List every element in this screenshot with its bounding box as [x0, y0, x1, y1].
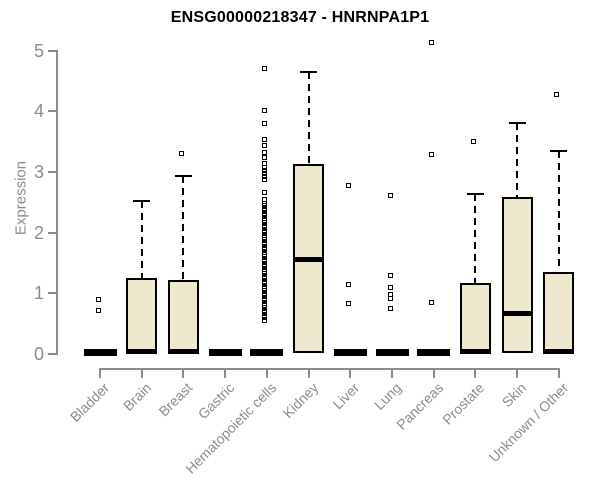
outlier-lung [387, 295, 393, 301]
x-tick-hematopoietic-cells [265, 369, 268, 378]
flat-box-liver [333, 349, 367, 357]
x-label-brain: Brain [119, 379, 155, 414]
whisker-skin [516, 123, 519, 198]
median-breast [167, 349, 199, 355]
outlier-hematopoietic-cells [262, 176, 268, 182]
median-prostate [459, 349, 491, 355]
x-label-bladder: Bladder [66, 379, 113, 425]
whisker-kidney [307, 71, 310, 165]
x-label-breast: Breast [155, 379, 196, 420]
median-kidney [293, 257, 325, 263]
y-tick [48, 171, 56, 174]
whisker-cap-skin [508, 122, 526, 125]
whisker-prostate [474, 194, 477, 284]
flat-box-hematopoietic-cells [250, 349, 284, 357]
y-tick [48, 231, 56, 234]
whisker-breast [182, 176, 185, 280]
outlier-hematopoietic-cells [262, 189, 268, 195]
median-skin [501, 311, 533, 317]
x-tick-pancreas [432, 369, 435, 378]
outlier-bladder [95, 307, 101, 313]
x-tick-gastric [224, 369, 227, 378]
x-tick-skin [516, 369, 519, 378]
flat-box-pancreas [417, 349, 451, 357]
whisker-cap-unknown-other [550, 149, 568, 152]
x-tick-unknown-other [557, 369, 560, 378]
y-tick-label-0: 0 [33, 344, 44, 364]
flat-box-lung [375, 349, 409, 357]
outlier-bladder [95, 296, 101, 302]
x-label-skin: Skin [498, 379, 530, 411]
y-tick-label-5: 5 [33, 40, 44, 61]
outlier-lung [387, 306, 393, 311]
y-tick-label-3: 3 [33, 162, 44, 183]
outlier-hematopoietic-cells [262, 107, 268, 113]
outlier-breast [178, 150, 184, 156]
x-label-kidney: Kidney [279, 379, 321, 422]
outlier-hematopoietic-cells [262, 120, 268, 126]
y-tick-label-2: 2 [33, 222, 44, 243]
outlier-hematopoietic-cells [262, 161, 268, 167]
outlier-lung [387, 273, 393, 279]
outlier-lung [387, 284, 393, 290]
x-tick-liver [349, 369, 352, 378]
y-tick [48, 110, 56, 113]
outlier-lung [387, 192, 393, 198]
y-axis-line [56, 49, 58, 355]
outlier-hematopoietic-cells [262, 149, 268, 155]
y-tick-label-1: 1 [33, 283, 44, 304]
outlier-pancreas [429, 299, 435, 305]
outlier-hematopoietic-cells [262, 137, 268, 143]
box-brain [126, 277, 158, 353]
outlier-hematopoietic-cells [262, 167, 268, 173]
outlier-hematopoietic-cells [262, 197, 268, 203]
flat-box-bladder [83, 349, 117, 357]
outlier-hematopoietic-cells [262, 65, 268, 71]
outlier-prostate [470, 138, 476, 144]
x-label-unknown-other: Unknown / Other [485, 379, 572, 466]
x-tick-brain [140, 369, 143, 378]
outlier-pancreas [429, 40, 435, 46]
chart-title: ENSG00000218347 - HNRNPA1P1 [170, 9, 430, 26]
outlier-liver [345, 300, 351, 306]
flat-box-gastric [208, 349, 242, 357]
x-label-lung: Lung [370, 379, 405, 413]
box-prostate [459, 283, 491, 353]
outlier-hematopoietic-cells [262, 170, 268, 176]
y-tick [48, 292, 56, 295]
whisker-cap-prostate [466, 193, 484, 196]
box-unknown-other [543, 271, 575, 353]
whisker-cap-brain [133, 199, 151, 202]
x-tick-prostate [474, 369, 477, 378]
x-label-liver: Liver [329, 379, 363, 413]
y-tick-label-4: 4 [33, 101, 44, 122]
x-tick-kidney [307, 369, 310, 378]
box-breast [167, 279, 199, 353]
median-brain [126, 349, 158, 355]
box-skin [501, 197, 533, 353]
whisker-brain [140, 200, 143, 278]
outlier-liver [345, 282, 351, 288]
x-label-prostate: Prostate [439, 379, 488, 428]
outlier-unknown-other [554, 92, 560, 98]
y-tick [48, 353, 56, 355]
outlier-hematopoietic-cells [262, 143, 268, 149]
x-tick-bladder [99, 369, 101, 378]
whisker-unknown-other [557, 150, 560, 272]
y-tick [48, 49, 56, 52]
x-tick-breast [182, 369, 185, 378]
x-tick-lung [391, 369, 394, 378]
outlier-hematopoietic-cells [262, 173, 268, 179]
whisker-cap-breast [174, 175, 192, 178]
whisker-cap-kidney [300, 70, 318, 73]
x-axis-line [99, 368, 560, 370]
outlier-hematopoietic-cells [262, 154, 268, 160]
outlier-pancreas [429, 151, 435, 157]
outlier-liver [345, 183, 351, 189]
median-unknown-other [543, 349, 575, 355]
